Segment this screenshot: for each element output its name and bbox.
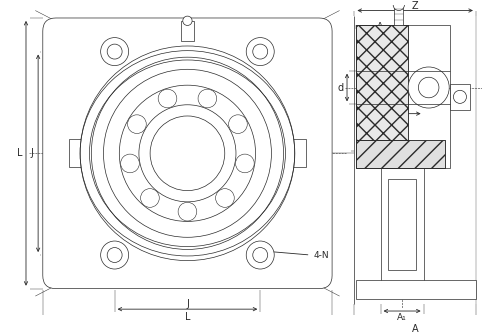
Bar — [381, 168, 424, 287]
Circle shape — [139, 105, 236, 202]
Text: d: d — [337, 83, 343, 93]
Text: J: J — [30, 148, 33, 158]
Circle shape — [101, 241, 129, 269]
Circle shape — [198, 89, 217, 108]
Circle shape — [246, 38, 274, 66]
Bar — [356, 280, 476, 299]
Circle shape — [393, 0, 404, 11]
Circle shape — [107, 248, 122, 263]
Circle shape — [216, 189, 234, 207]
Circle shape — [229, 115, 248, 133]
Bar — [356, 140, 445, 168]
Circle shape — [119, 85, 255, 221]
Text: A₁: A₁ — [397, 313, 407, 322]
Text: B1: B1 — [384, 105, 396, 114]
Text: O: O — [457, 94, 463, 100]
Circle shape — [183, 16, 192, 26]
Bar — [388, 179, 416, 270]
Bar — [356, 26, 408, 140]
Text: J: J — [186, 299, 189, 309]
Bar — [285, 139, 306, 167]
Circle shape — [246, 241, 274, 269]
Circle shape — [253, 248, 267, 263]
Text: d: d — [360, 148, 366, 158]
Circle shape — [121, 154, 139, 173]
Text: L: L — [16, 148, 22, 158]
Circle shape — [107, 44, 122, 59]
Circle shape — [150, 116, 225, 191]
FancyBboxPatch shape — [43, 18, 332, 289]
Text: S: S — [379, 73, 385, 82]
Text: L: L — [185, 312, 190, 322]
Text: A: A — [412, 324, 419, 332]
Circle shape — [419, 77, 439, 98]
Bar — [394, 7, 404, 26]
Bar — [450, 84, 470, 110]
Circle shape — [91, 57, 283, 249]
Circle shape — [408, 67, 449, 108]
Bar — [356, 26, 450, 168]
Circle shape — [253, 44, 267, 59]
Circle shape — [158, 89, 177, 108]
Circle shape — [178, 202, 197, 221]
Text: Z: Z — [412, 1, 419, 11]
Circle shape — [454, 90, 467, 103]
Bar — [181, 21, 194, 41]
Circle shape — [80, 46, 295, 261]
Text: 4-N: 4-N — [313, 251, 329, 260]
Circle shape — [128, 115, 146, 133]
Circle shape — [236, 154, 254, 173]
Bar — [356, 26, 408, 140]
Bar — [69, 139, 89, 167]
Circle shape — [101, 38, 129, 66]
Text: A₂: A₂ — [377, 22, 387, 31]
Circle shape — [141, 189, 159, 207]
Bar — [356, 140, 445, 168]
Circle shape — [103, 69, 271, 237]
